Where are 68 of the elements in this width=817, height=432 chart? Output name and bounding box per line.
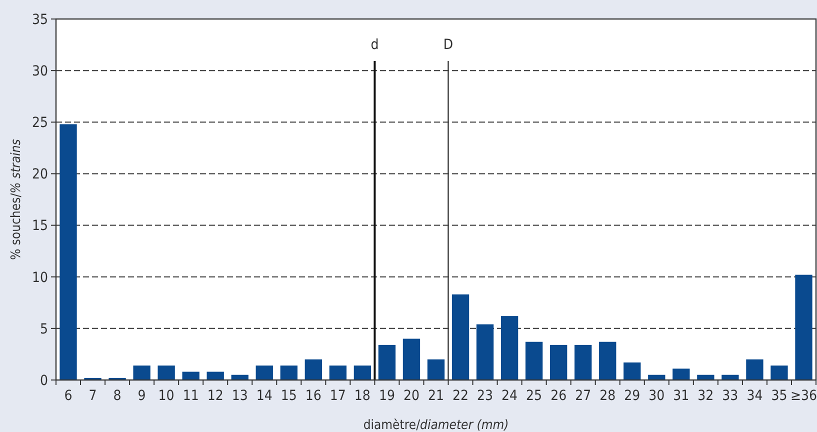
x-tick-label: 18: [354, 388, 370, 404]
x-tick-label: 28: [600, 388, 616, 404]
x-tick-label: 10: [158, 388, 174, 404]
x-tick-label: ≥36: [790, 388, 817, 404]
bar: [550, 344, 568, 380]
bar: [746, 359, 764, 380]
bar: [672, 368, 690, 380]
bar: [280, 366, 298, 380]
x-tick-label: 20: [403, 388, 420, 404]
bar: [452, 294, 470, 380]
bar: [599, 342, 616, 380]
x-tick-label: 16: [305, 388, 322, 404]
bar: [500, 316, 518, 380]
bar: [427, 359, 445, 380]
bar: [525, 342, 543, 380]
bar: [133, 366, 150, 380]
x-tick-label: 34: [746, 388, 763, 404]
x-tick-label: 11: [182, 388, 199, 404]
x-tick-label: 24: [502, 388, 518, 404]
x-tick-label: 27: [575, 388, 592, 404]
x-tick-label: 33: [722, 388, 738, 404]
ref-line-label: D: [443, 37, 454, 53]
bar: [770, 366, 788, 380]
bar: [158, 366, 175, 380]
x-tick-label: 9: [138, 388, 146, 404]
bar: [624, 362, 641, 380]
bar: [329, 366, 347, 380]
x-tick-label: 29: [624, 388, 640, 404]
bar: [304, 359, 322, 380]
y-tick-label: 35: [32, 12, 48, 28]
bar: [256, 366, 273, 380]
x-axis-title: diamètre/diameter (mm): [363, 418, 509, 432]
x-tick-label: 19: [378, 388, 395, 404]
x-tick-label: 14: [256, 388, 272, 404]
y-tick-label: 0: [40, 372, 48, 389]
x-tick-label: 23: [477, 388, 494, 404]
ref-line-label: d: [370, 37, 379, 53]
x-tick-label: 7: [88, 388, 97, 404]
y-tick-label: 20: [32, 166, 48, 183]
x-tick-label: 30: [648, 388, 665, 404]
x-tick-label: 17: [330, 388, 346, 404]
bar: [476, 324, 494, 380]
x-tick-label: 26: [550, 388, 567, 404]
x-tick-label: 35: [771, 388, 788, 404]
bar: [378, 344, 396, 380]
y-tick-label: 10: [32, 270, 48, 286]
bar: [354, 366, 372, 380]
bar: [574, 344, 592, 380]
x-tick-label: 8: [113, 388, 122, 404]
y-axis-title: % souches/% strains: [9, 139, 24, 260]
bar: [60, 124, 77, 380]
x-tick-label: 25: [526, 388, 542, 404]
y-tick-label: 15: [32, 218, 48, 234]
bar: [206, 372, 224, 380]
x-tick-label: 21: [428, 388, 444, 404]
x-tick-label: 31: [673, 388, 690, 404]
y-tick-label: 25: [32, 115, 48, 132]
x-tick-label: 6: [64, 388, 72, 404]
x-tick-label: 32: [698, 388, 714, 404]
x-tick-label: 15: [280, 388, 297, 404]
y-tick-label: 30: [32, 63, 48, 80]
bar: [182, 372, 200, 380]
x-tick-label: 22: [452, 388, 469, 404]
bar: [402, 338, 420, 380]
y-tick-label: 5: [40, 321, 48, 338]
x-tick-label: 13: [232, 388, 248, 404]
bar: [795, 274, 812, 380]
x-tick-label: 12: [207, 388, 224, 404]
